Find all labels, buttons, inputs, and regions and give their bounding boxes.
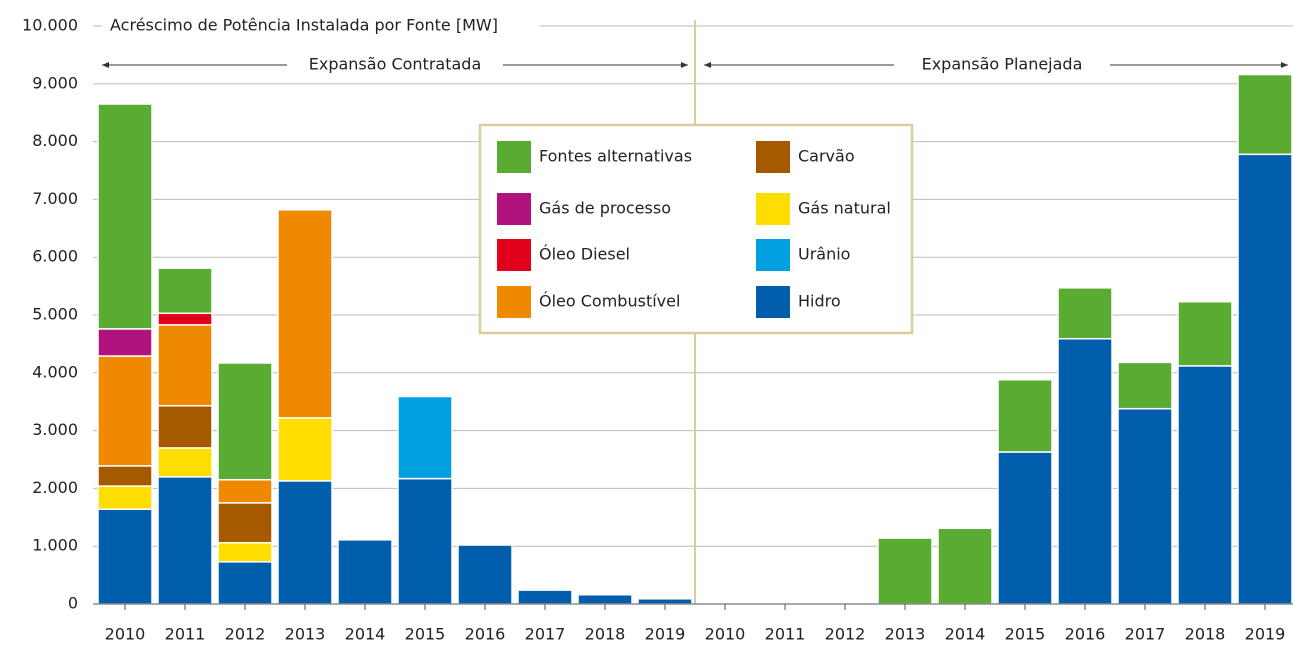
title-bg <box>102 12 540 40</box>
y-tick-label: 5.000 <box>32 305 78 324</box>
bar-segment <box>157 476 213 605</box>
bar-segment <box>217 561 273 605</box>
annotation-bg <box>894 52 1110 78</box>
legend-swatch <box>497 141 531 173</box>
x-tick-label: 2015 <box>1005 625 1046 644</box>
x-tick-label: 2011 <box>165 625 206 644</box>
x-tick-label: 2019 <box>1245 625 1286 644</box>
section-label: Expansão Contratada <box>309 55 482 74</box>
x-tick-label: 2014 <box>345 625 386 644</box>
bar-segment <box>157 447 213 478</box>
y-tick-label: 1.000 <box>32 536 78 555</box>
bar-segment <box>277 209 333 419</box>
y-tick-label: 10.000 <box>22 16 78 35</box>
y-tick-label: 9.000 <box>32 73 78 92</box>
x-tick-label: 2012 <box>825 625 866 644</box>
x-tick-label: 2011 <box>765 625 806 644</box>
section-label: Expansão Planejada <box>922 55 1083 74</box>
bar-segment <box>157 324 213 407</box>
x-tick-label: 2019 <box>645 625 686 644</box>
legend-swatch <box>497 286 531 318</box>
legend-label: Óleo Diesel <box>539 245 630 264</box>
bar-segment <box>97 328 153 357</box>
bar-segment <box>157 267 213 315</box>
legend-label: Gás natural <box>798 199 891 218</box>
legend-label: Gás de processo <box>539 199 671 218</box>
bar-segment <box>157 404 213 449</box>
bar-segment <box>1057 287 1113 340</box>
legend-label: Carvão <box>798 147 855 166</box>
y-tick-label: 7.000 <box>32 189 78 208</box>
bar-segment <box>97 103 153 330</box>
x-tick-label: 2016 <box>465 625 506 644</box>
bar-segment <box>97 355 153 467</box>
legend-swatch <box>756 286 790 318</box>
legend-label: Óleo Combustível <box>539 292 680 311</box>
bar-segment <box>337 539 393 605</box>
bar-segment <box>217 478 273 504</box>
y-tick-label: 8.000 <box>32 131 78 150</box>
bar-segment <box>997 451 1053 605</box>
x-tick-label: 2018 <box>1185 625 1226 644</box>
legend-swatch <box>497 193 531 225</box>
bar-segment <box>637 598 693 605</box>
bar-segment <box>97 485 153 510</box>
chart-title: Acréscimo de Potência Instalada por Font… <box>110 16 498 35</box>
bar-segment <box>577 594 633 605</box>
bar-segment <box>217 502 273 544</box>
bar-segment <box>997 378 1053 453</box>
bar-segment <box>1237 153 1293 605</box>
y-tick-label: 0 <box>68 594 78 613</box>
legend-swatch <box>756 239 790 271</box>
bar-segment <box>217 362 273 481</box>
x-tick-label: 2015 <box>405 625 446 644</box>
bar-segment <box>1117 407 1173 605</box>
bar-segment <box>277 417 333 482</box>
x-tick-label: 2016 <box>1065 625 1106 644</box>
bar-segment <box>457 544 513 605</box>
bar-segment <box>1237 73 1293 156</box>
bar-segment <box>1057 337 1113 605</box>
legend-swatch <box>756 141 790 173</box>
legend-swatch <box>497 239 531 271</box>
bar-segment <box>1117 361 1173 410</box>
bar-segment <box>877 537 933 605</box>
legend-label: Hidro <box>798 292 841 311</box>
x-tick-label: 2010 <box>705 625 746 644</box>
x-tick-label: 2017 <box>525 625 566 644</box>
x-tick-label: 2013 <box>885 625 926 644</box>
x-tick-label: 2014 <box>945 625 986 644</box>
bar-segment <box>97 508 153 605</box>
y-tick-label: 6.000 <box>32 247 78 266</box>
bar-segment <box>217 541 273 563</box>
y-tick-label: 2.000 <box>32 478 78 497</box>
x-tick-label: 2012 <box>225 625 266 644</box>
bar-segment <box>397 477 453 605</box>
annotation-bg <box>287 52 503 78</box>
bar-segment <box>157 312 213 326</box>
x-tick-label: 2010 <box>105 625 146 644</box>
bar-segment <box>1177 300 1233 367</box>
legend-swatch <box>756 193 790 225</box>
x-tick-label: 2018 <box>585 625 626 644</box>
y-tick-label: 3.000 <box>32 420 78 439</box>
x-tick-label: 2017 <box>1125 625 1166 644</box>
bar-segment <box>397 395 453 480</box>
x-tick-label: 2013 <box>285 625 326 644</box>
bar-segment <box>1177 365 1233 605</box>
legend-label: Urânio <box>798 245 850 264</box>
bar-segment <box>277 480 333 605</box>
bar-segment <box>937 527 993 605</box>
legend-box <box>478 123 914 335</box>
legend-label: Fontes alternativas <box>539 147 692 166</box>
bar-segment <box>517 589 573 605</box>
y-tick-label: 4.000 <box>32 362 78 381</box>
bar-segment <box>97 465 153 487</box>
